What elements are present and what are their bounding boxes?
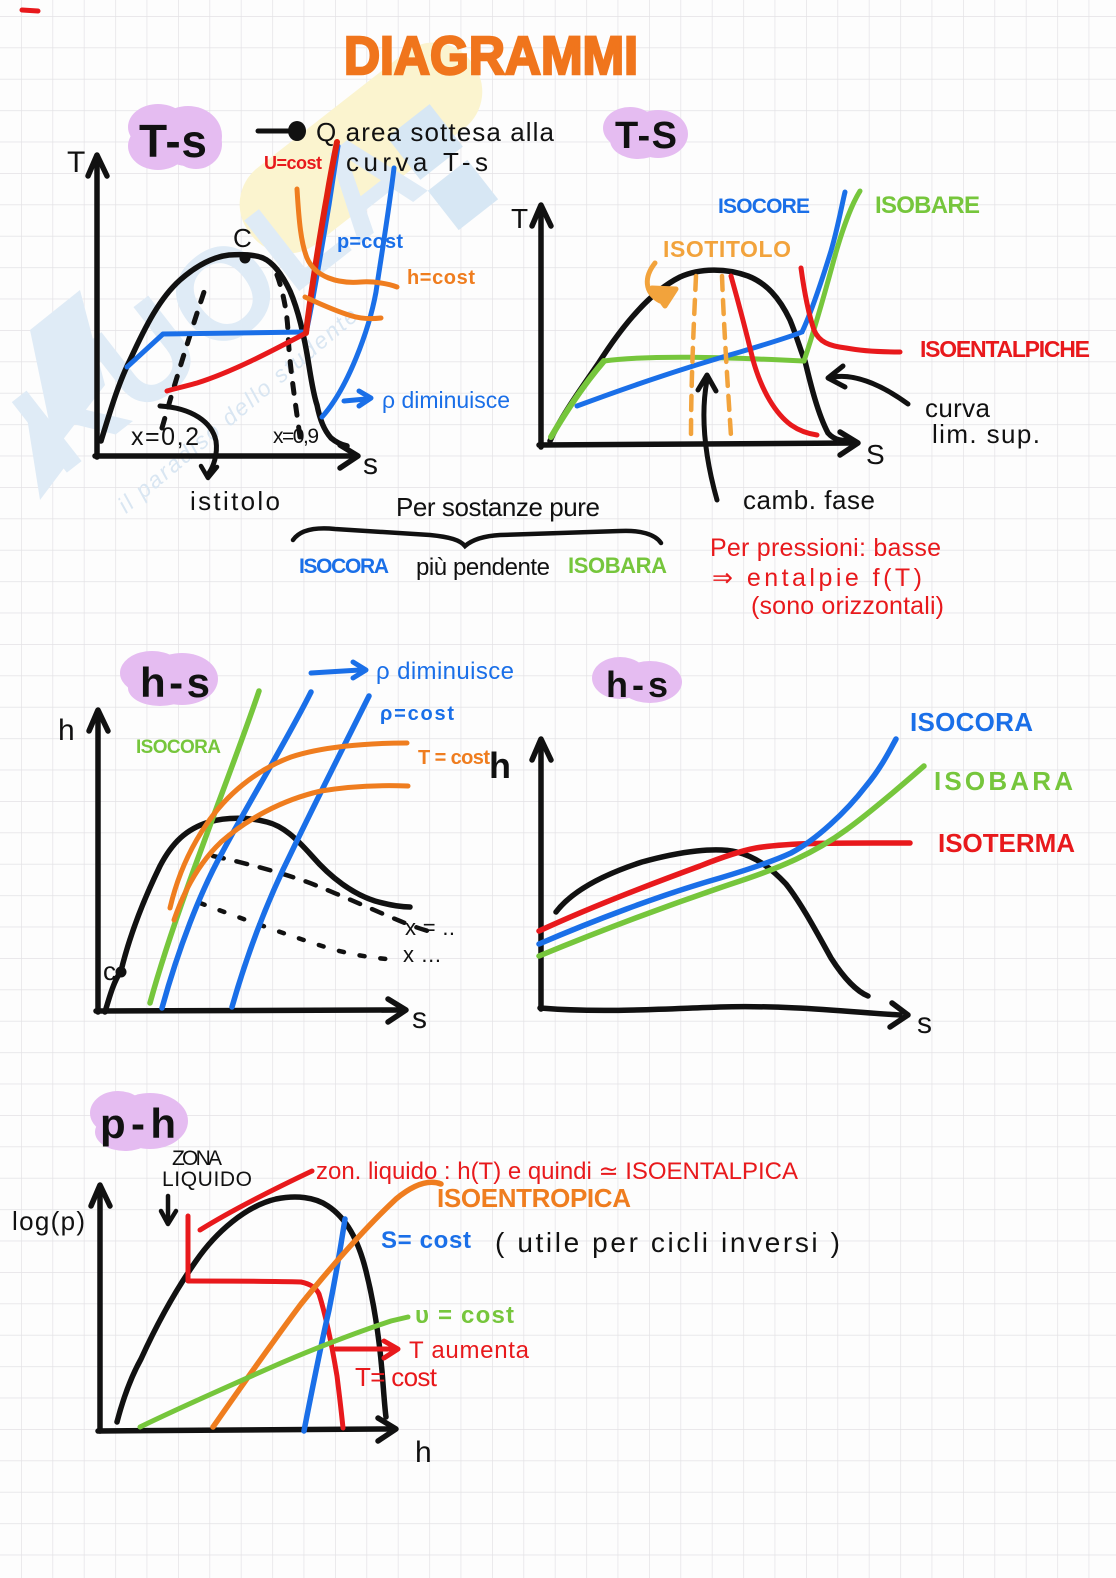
svg-text:Per sostanze pure: Per sostanze pure: [396, 492, 600, 522]
svg-text:Q area sottesa alla: Q area sottesa alla: [316, 117, 555, 147]
svg-text:h: h: [58, 714, 75, 747]
svg-text:T: T: [67, 146, 85, 179]
svg-text:C: C: [233, 223, 252, 253]
svg-text:U=cost: U=cost: [264, 153, 322, 173]
svg-text:p-h: p-h: [100, 1100, 176, 1147]
svg-text:ISOBARA: ISOBARA: [568, 553, 667, 578]
svg-text:Per pressioni: basse: Per pressioni: basse: [710, 534, 941, 562]
svg-text:T aumenta: T aumenta: [409, 1337, 530, 1364]
svg-text:curva: curva: [925, 393, 991, 423]
svg-text:camb. fase: camb. fase: [743, 485, 875, 515]
svg-text:h: h: [415, 1436, 432, 1469]
svg-text:log(p): log(p): [12, 1206, 85, 1236]
svg-text:ISOENTROPICA: ISOENTROPICA: [437, 1183, 631, 1213]
svg-text:ISOTITOLO: ISOTITOLO: [663, 236, 791, 262]
svg-text:ρ diminuisce: ρ diminuisce: [382, 387, 510, 413]
svg-text:ρ diminuisce: ρ diminuisce: [376, 658, 514, 685]
svg-text:T = cost: T = cost: [418, 747, 490, 769]
svg-text:(sono orizzontali): (sono orizzontali): [751, 592, 944, 620]
svg-text:LIQUIDO: LIQUIDO: [162, 1168, 252, 1191]
svg-text:T= cost: T= cost: [355, 1362, 438, 1392]
svg-text:h: h: [489, 745, 511, 786]
svg-text:ISOBARA: ISOBARA: [934, 766, 1073, 796]
svg-text:x=0,2: x=0,2: [131, 423, 199, 451]
svg-text:x ...: x ...: [403, 942, 441, 967]
svg-text:ISOCORA: ISOCORA: [136, 737, 221, 758]
svg-text:ZONA: ZONA: [172, 1147, 222, 1170]
svg-text:ρ=cost: ρ=cost: [380, 703, 454, 725]
svg-text:υ = cost: υ = cost: [415, 1302, 514, 1329]
svg-text:c: c: [103, 956, 116, 986]
svg-text:s: s: [917, 1007, 932, 1040]
svg-text:ISOTERMA: ISOTERMA: [938, 828, 1075, 858]
svg-text:h-s: h-s: [140, 659, 210, 706]
svg-text:h=cost: h=cost: [407, 267, 475, 289]
svg-text:p=cost: p=cost: [337, 231, 403, 253]
svg-text:T-s: T-s: [139, 115, 207, 167]
svg-text:x = ..: x = ..: [405, 915, 455, 940]
svg-text:T-S: T-S: [615, 115, 677, 157]
svg-text:T: T: [511, 203, 528, 234]
svg-text:ISOCORE: ISOCORE: [718, 195, 810, 218]
svg-text:S: S: [866, 439, 885, 470]
svg-text:ISOBARE: ISOBARE: [875, 192, 980, 219]
svg-text:s: s: [363, 448, 378, 481]
svg-text:istitolo: istitolo: [190, 486, 280, 516]
svg-text:ISOENTALPICHE: ISOENTALPICHE: [920, 336, 1090, 362]
svg-text:zon. liquido : h(T) e quindi: zon. liquido : h(T) e quindi ≃ ISOENTALP…: [316, 1158, 798, 1185]
svg-text:curva T-s: curva T-s: [346, 147, 488, 177]
svg-text:s: s: [412, 1002, 427, 1035]
svg-text:S= cost: S= cost: [381, 1227, 471, 1254]
svg-text:h-s: h-s: [606, 664, 668, 705]
svg-text:ISOCORA: ISOCORA: [910, 707, 1033, 737]
svg-text:più pendente: più pendente: [416, 554, 550, 581]
svg-text:ISOCORA: ISOCORA: [299, 555, 389, 578]
svg-text:DIAGRAMMI: DIAGRAMMI: [344, 26, 638, 86]
svg-text:lim. sup.: lim. sup.: [932, 419, 1040, 449]
svg-text:x=0,9: x=0,9: [273, 425, 319, 448]
svg-text:( utile per cicli inversi ): ( utile per cicli inversi ): [495, 1227, 840, 1258]
